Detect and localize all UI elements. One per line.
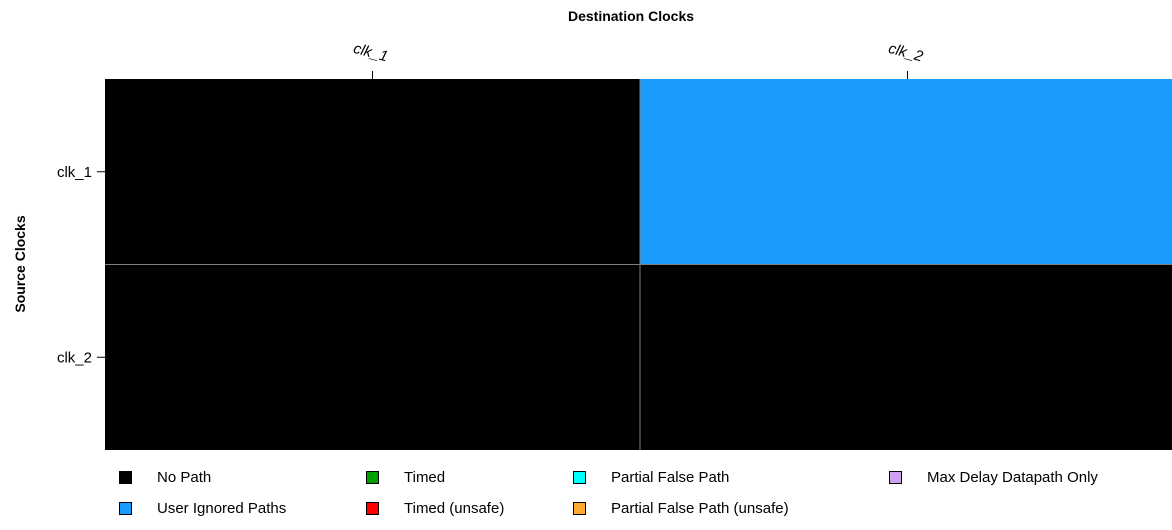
legend-item-partial-false-path: Partial False Path xyxy=(573,467,729,487)
cell-clk_2-to-clk_1 xyxy=(105,264,640,450)
x-tick-label: clk_1 xyxy=(352,40,390,65)
cell-clk_1-to-clk_1 xyxy=(105,79,640,265)
legend: No Path Timed Partial False Path Max Del… xyxy=(110,462,1172,530)
x-axis-title: Destination Clocks xyxy=(567,8,695,24)
legend-swatch xyxy=(119,501,132,515)
clock-interaction-matrix: clk_1 clk_2 clk_1 clk_2 xyxy=(57,40,1172,450)
legend-item-timed: Timed xyxy=(366,467,445,487)
cell-clk_2-to-clk_2 xyxy=(640,264,1172,450)
legend-swatch xyxy=(366,501,379,515)
x-tick-label: clk_2 xyxy=(887,40,926,66)
y-tick-label: clk_2 xyxy=(57,349,92,366)
legend-item-timed-unsafe: Timed (unsafe) xyxy=(366,498,504,518)
legend-swatch xyxy=(573,470,586,484)
legend-swatch xyxy=(573,501,586,515)
legend-item-partial-false-path-unsafe: Partial False Path (unsafe) xyxy=(573,498,789,518)
legend-item-no-path: No Path xyxy=(119,467,211,487)
legend-swatch xyxy=(366,470,379,484)
legend-item-user-ignored-paths: User Ignored Paths xyxy=(119,498,286,518)
y-tick-label: clk_1 xyxy=(57,164,92,181)
legend-swatch xyxy=(889,470,902,484)
cell-clk_1-to-clk_2 xyxy=(640,79,1172,265)
legend-item-max-delay-datapath-only: Max Delay Datapath Only xyxy=(889,467,1098,487)
legend-swatch xyxy=(119,470,132,484)
